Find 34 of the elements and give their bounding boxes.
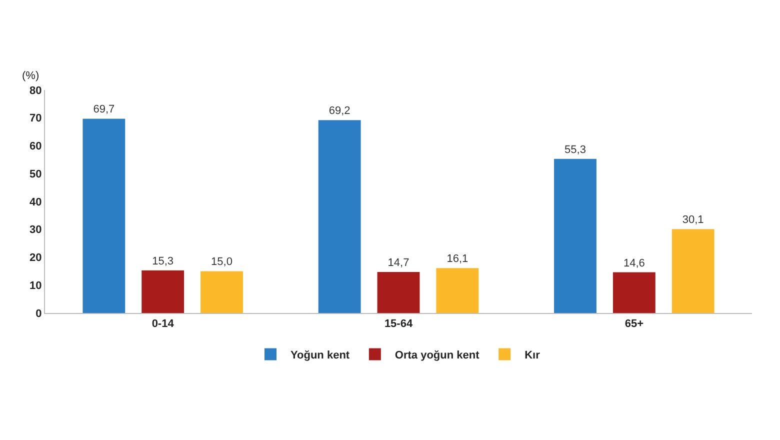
- bar: [377, 272, 420, 313]
- data-label: 15,0: [211, 256, 232, 268]
- y-tick-label: 50: [30, 168, 42, 180]
- data-label: 14,6: [623, 257, 645, 270]
- x-tick-label: 0-14: [152, 318, 175, 330]
- bar: [82, 118, 126, 313]
- legend-label: Yoğun kent: [290, 350, 350, 362]
- data-label: 69,7: [93, 104, 115, 116]
- y-tick-label: 20: [30, 252, 42, 264]
- x-tick-label: 15-64: [384, 318, 414, 330]
- y-tick-label: 10: [30, 280, 42, 292]
- data-label: 14,7: [388, 257, 410, 270]
- bar: [318, 120, 361, 313]
- legend-label: Orta yoğun kent: [394, 350, 480, 362]
- legend-label: Kır: [524, 350, 541, 362]
- y-tick-label: 70: [30, 112, 42, 125]
- y-tick-label: 40: [30, 196, 42, 208]
- bar: [554, 158, 596, 313]
- data-label: 30,1: [682, 214, 704, 226]
- x-tick-label: 65+: [624, 318, 644, 330]
- bar: [672, 229, 714, 313]
- bar: [200, 271, 243, 313]
- y-tick-label: 80: [30, 84, 42, 97]
- bar: [142, 270, 184, 313]
- bar: [612, 272, 656, 313]
- data-label: 55,3: [564, 144, 586, 156]
- data-label: 69,2: [328, 105, 350, 118]
- y-tick-label: 60: [30, 140, 42, 153]
- bar: [436, 268, 479, 313]
- y-tick-label: 30: [30, 224, 42, 236]
- y-tick-label: 0: [36, 308, 42, 320]
- y-axis-title: (%): [22, 70, 40, 82]
- data-label: 16,1: [446, 253, 468, 266]
- data-label: 15,3: [152, 255, 174, 268]
